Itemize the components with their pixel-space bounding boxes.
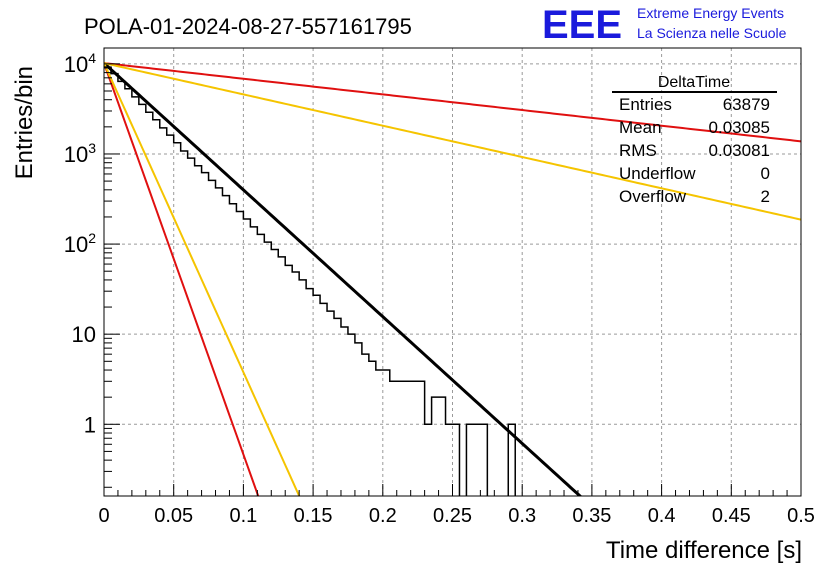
histogram-outline xyxy=(104,66,516,496)
stats-title: DeltaTime xyxy=(658,74,730,91)
stats-label: Mean xyxy=(619,118,662,137)
y-tick-label: 1 xyxy=(84,412,96,437)
x-tick-label: 0.45 xyxy=(712,505,751,527)
x-tick-label: 0.25 xyxy=(433,505,472,527)
stats-value: 2 xyxy=(761,187,770,206)
stats-label: RMS xyxy=(619,141,657,160)
fit-curve xyxy=(104,62,801,143)
logo-line-1: Extreme Energy Events xyxy=(637,5,784,21)
chart-title: POLA-01-2024-08-27-557161795 xyxy=(84,14,412,39)
fit-curves xyxy=(104,61,801,496)
fit-curve xyxy=(104,62,301,496)
x-tick-label: 0.3 xyxy=(508,505,536,527)
fit-curve xyxy=(104,62,260,496)
x-tick-label: 0.5 xyxy=(787,505,815,527)
fit-curve xyxy=(104,61,583,496)
stats-value: 0.03081 xyxy=(709,141,770,160)
fit-curve xyxy=(104,62,801,221)
histogram xyxy=(104,66,516,496)
y-axis-label: Entries/bin xyxy=(11,66,38,179)
stats-label: Overflow xyxy=(619,187,687,206)
eee-logo: EEE Extreme Energy Events La Scienza nel… xyxy=(542,3,787,47)
x-tick-label: 0 xyxy=(98,505,109,527)
logo-line-2: La Scienza nelle Scuole xyxy=(637,25,787,41)
x-tick-label: 0.4 xyxy=(648,505,676,527)
x-tick-label: 0.2 xyxy=(369,505,397,527)
x-axis: 0 0.05 0.1 0.15 0.2 0.25 0.3 0.35 0.4 0.45 0.5 xyxy=(98,484,815,527)
stats-label: Entries xyxy=(619,95,672,114)
stats-box: DeltaTime Entries 63879 Mean 0.03085 RMS 0.03… xyxy=(612,74,777,206)
stats-label: Underflow xyxy=(619,164,696,183)
stats-value: 0.03085 xyxy=(709,118,770,137)
y-tick-label: 104 xyxy=(64,50,96,77)
x-axis-label: Time difference [s] xyxy=(606,537,802,564)
y-tick-label: 10 xyxy=(72,322,96,347)
logo-mark: EEE xyxy=(542,3,622,47)
x-tick-label: 0.35 xyxy=(572,505,611,527)
stats-value: 0 xyxy=(761,164,770,183)
x-tick-label: 0.1 xyxy=(229,505,257,527)
x-tick-label: 0.15 xyxy=(294,505,333,527)
grid xyxy=(104,48,801,496)
stats-value: 63879 xyxy=(723,95,770,114)
y-tick-label: 103 xyxy=(64,140,96,167)
y-tick-label: 102 xyxy=(64,230,96,257)
x-tick-label: 0.05 xyxy=(154,505,193,527)
